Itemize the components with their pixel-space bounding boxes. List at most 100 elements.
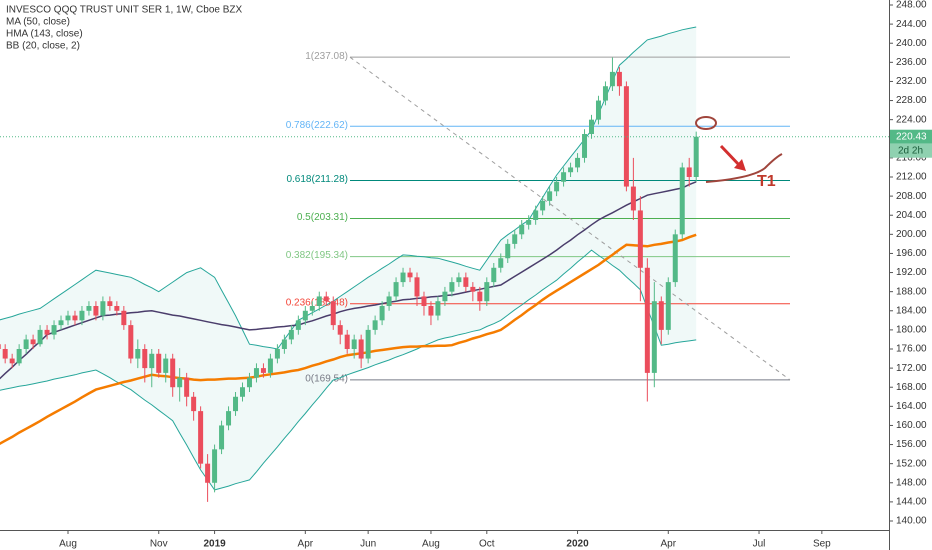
candle-body: [100, 301, 106, 316]
curve-drawing: [705, 153, 783, 183]
candle-body: [2, 349, 8, 359]
candle-body: [177, 377, 183, 388]
candle-body: [156, 353, 162, 373]
candle-body: [240, 387, 245, 397]
candle-body: [316, 296, 322, 306]
candle-body: [442, 291, 448, 302]
fib-label: 1(237.08): [305, 51, 348, 62]
candle-body: [309, 306, 315, 311]
arrow-head: [734, 159, 746, 171]
candle-body: [30, 339, 36, 345]
y-tick-label: 248.00: [896, 0, 927, 11]
candle-body: [260, 368, 266, 373]
candle-body: [72, 315, 78, 321]
candle-body: [170, 358, 176, 388]
candle-body: [37, 329, 43, 345]
candle-body: [526, 220, 532, 225]
x-tick-label: Jul: [753, 539, 766, 550]
candle-body: [651, 301, 657, 373]
y-tick-label: 208.00: [896, 191, 927, 202]
countdown-box: [890, 143, 932, 158]
x-tick-label: Aug: [422, 539, 440, 550]
candle-body: [344, 334, 350, 349]
candle-body: [609, 71, 615, 87]
ma-line: [0, 233, 697, 446]
x-tick-label: Oct: [479, 539, 495, 550]
candle-body: [589, 119, 594, 134]
candle-body: [163, 358, 169, 373]
y-tick-label: 184.00: [896, 305, 927, 316]
candle-body: [337, 325, 343, 335]
last-price-box: [890, 129, 932, 144]
candle-body: [575, 157, 581, 168]
candle-body: [435, 301, 441, 316]
candle-body: [372, 320, 378, 330]
candle-body: [219, 425, 225, 450]
candle-body: [693, 136, 699, 177]
candle-body: [288, 329, 294, 340]
arrow-drawing: [719, 144, 743, 169]
y-tick-label: 192.00: [896, 267, 927, 278]
fib-label: 0.786(222.62): [286, 120, 348, 131]
candle-body: [547, 191, 553, 201]
plot-area: 1(237.08) 0.786(222.62) 0.618(211.28) 0.5(2…: [0, 26, 889, 502]
candle-body: [330, 301, 336, 326]
candle-body: [79, 310, 85, 321]
candle-body: [470, 286, 476, 292]
candle-body: [212, 449, 218, 483]
candle-body: [595, 100, 601, 120]
y-tick-label: 240.00: [896, 38, 927, 49]
chart-title: INVESCO QQQ TRUST UNIT SER 1, 1W, Cboe B…: [6, 5, 243, 16]
candle-body: [135, 349, 141, 359]
candle-body: [44, 329, 50, 335]
y-tick-label: 188.00: [896, 286, 927, 297]
candle-body: [351, 339, 357, 349]
candle-body: [274, 349, 280, 359]
candle-body: [623, 86, 629, 187]
candle-body: [554, 181, 560, 192]
y-tick-label: 224.00: [896, 114, 927, 125]
y-tick-label: 160.00: [896, 420, 927, 431]
candle-body: [386, 296, 392, 306]
y-tick-label: 244.00: [896, 19, 927, 30]
x-tick-label: Apr: [298, 539, 314, 550]
candle-body: [672, 234, 678, 283]
bb-lower-line: [0, 249, 697, 491]
y-tick-label: 152.00: [896, 458, 927, 469]
bb-upper-line: [0, 26, 697, 350]
candle-body: [128, 325, 134, 359]
candle-body: [484, 282, 490, 302]
fib-trendline: [349, 56, 791, 381]
y-tick-label: 204.00: [896, 210, 927, 221]
candle-body: [630, 186, 636, 211]
candle-body: [358, 339, 364, 359]
candle-body: [449, 282, 455, 292]
candle-body: [414, 277, 420, 297]
candle-body: [400, 272, 406, 283]
candle-body: [498, 258, 504, 268]
candle-body: [491, 267, 497, 283]
legend-entry: HMA (143, close): [6, 29, 83, 40]
candle-body: [616, 71, 622, 87]
candle-body: [65, 315, 71, 321]
y-tick-label: 232.00: [896, 76, 927, 87]
candle-body: [561, 172, 567, 182]
y-tick-label: 216.00: [896, 153, 927, 164]
candle-body: [226, 411, 232, 426]
candle-body: [191, 396, 197, 412]
fib-label: 0.5(203.31): [297, 212, 348, 223]
candle-body: [253, 368, 259, 378]
candle-body: [198, 411, 204, 464]
y-tick-label: 212.00: [896, 172, 927, 183]
candle-body: [233, 396, 239, 412]
candle-body: [456, 277, 462, 283]
y-tick-label: 180.00: [896, 325, 927, 336]
candle-body: [505, 243, 511, 259]
hma-line: [0, 181, 697, 380]
candle-body: [0, 344, 1, 349]
candle-body: [519, 224, 525, 235]
candle-body: [540, 200, 546, 211]
countdown-label: 2d 2h: [898, 145, 923, 156]
